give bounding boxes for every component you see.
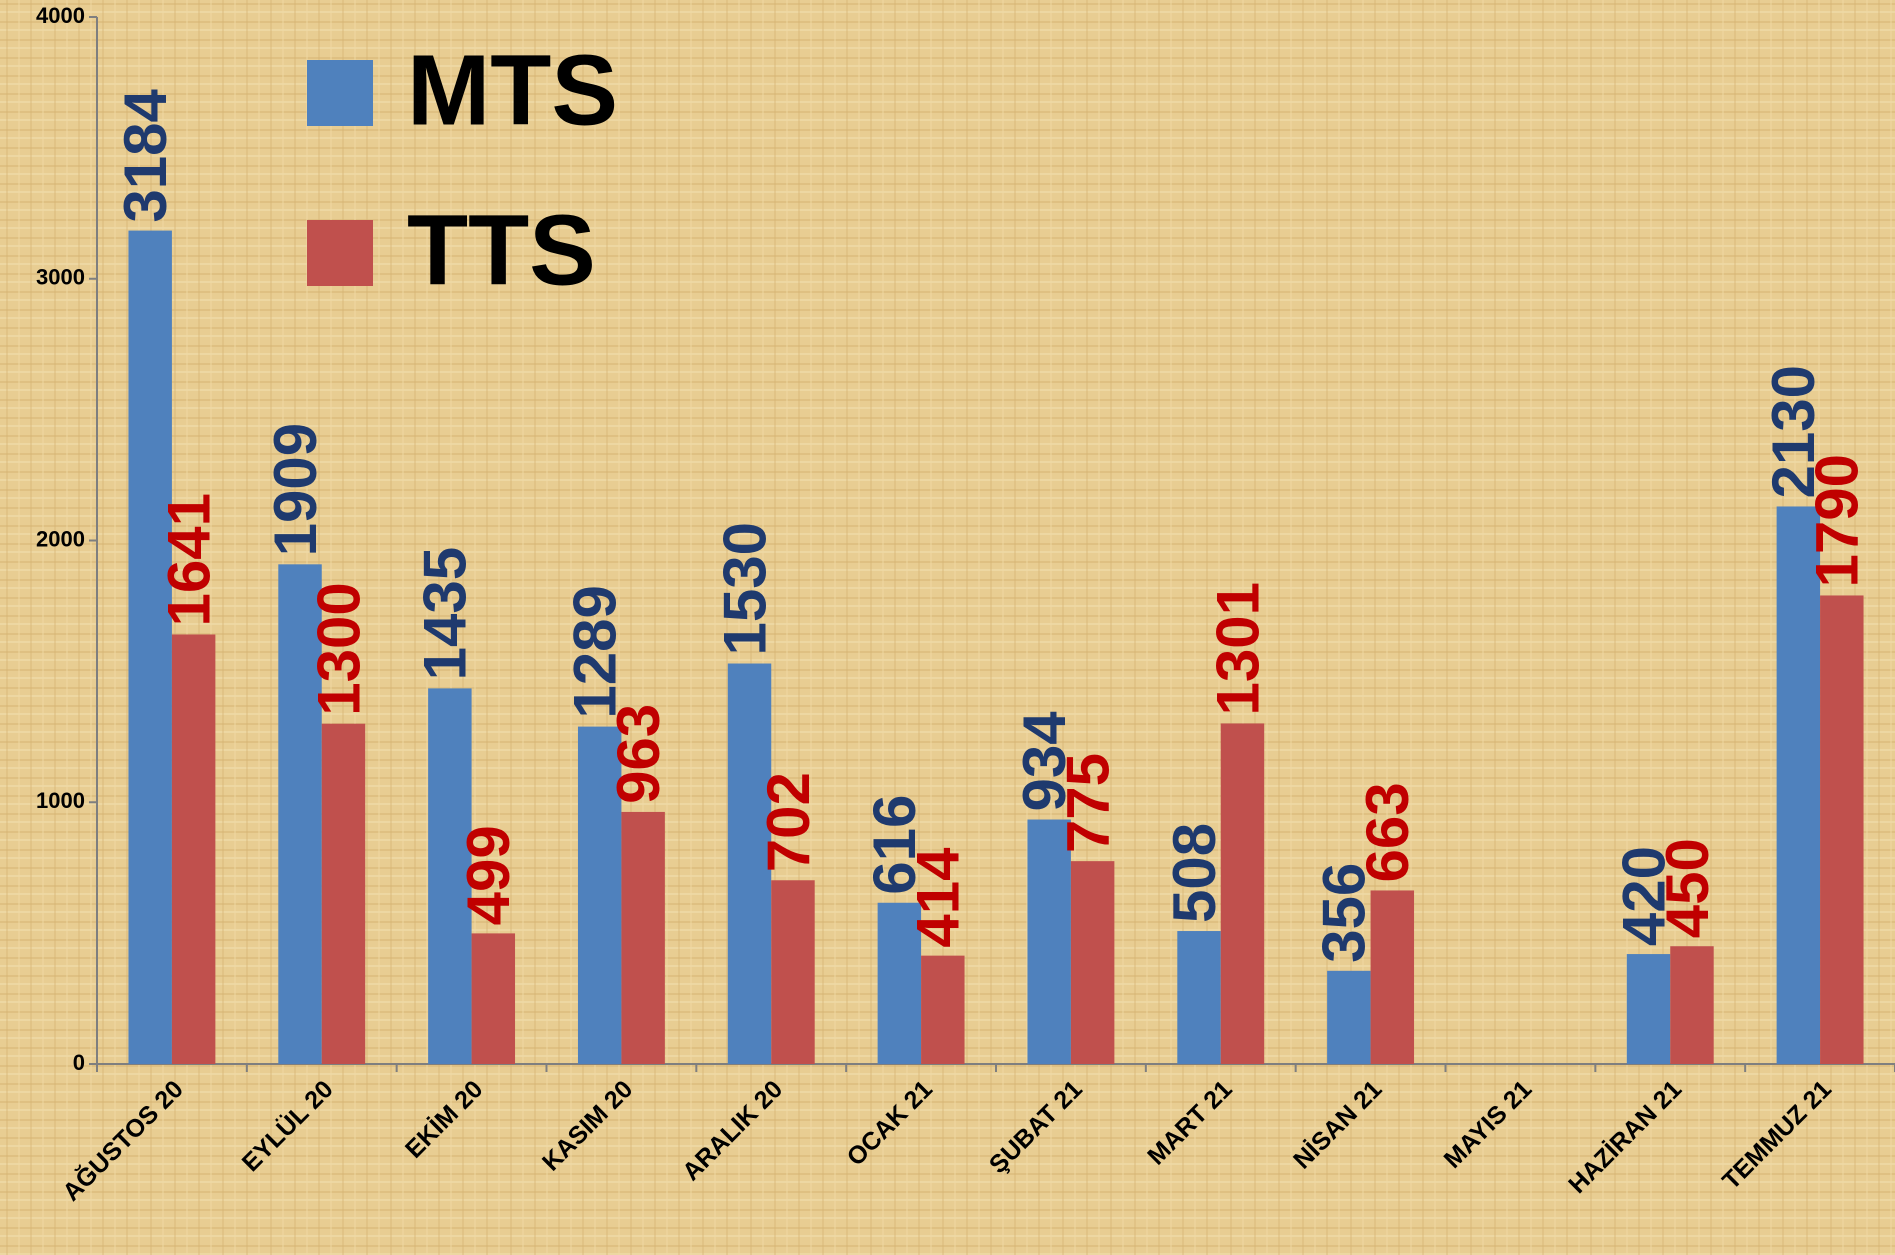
data-label: 1641 xyxy=(155,493,222,626)
data-label: 934 xyxy=(1011,711,1078,812)
bar xyxy=(727,663,772,1064)
bar xyxy=(278,564,322,1064)
y-tick-label: 0 xyxy=(73,1050,85,1075)
bar xyxy=(471,933,516,1064)
bar xyxy=(877,902,922,1064)
data-label: 420 xyxy=(1610,846,1677,946)
legend-label: MTS xyxy=(407,34,618,146)
legend-label: TTS xyxy=(407,194,596,306)
bar xyxy=(921,955,965,1064)
y-tick-label: 3000 xyxy=(36,265,85,290)
bar xyxy=(128,230,172,1064)
data-label: 616 xyxy=(861,795,928,895)
bar xyxy=(1670,946,1714,1064)
data-label: 450 xyxy=(1654,838,1721,938)
bar xyxy=(428,688,472,1064)
y-tick-label: 4000 xyxy=(36,3,85,28)
bar xyxy=(1070,861,1115,1064)
data-label: 1289 xyxy=(562,585,629,718)
data-label: 499 xyxy=(455,825,522,925)
bar xyxy=(1370,890,1415,1064)
data-label: 1909 xyxy=(262,423,329,556)
y-tick-label: 1000 xyxy=(36,788,85,813)
data-label: 2130 xyxy=(1760,365,1827,498)
bar xyxy=(621,811,665,1064)
bar xyxy=(1626,954,1671,1064)
data-label: 1301 xyxy=(1204,582,1271,715)
data-label: 1300 xyxy=(305,582,372,715)
bar xyxy=(1027,819,1071,1064)
data-label: 702 xyxy=(755,772,822,872)
legend-swatch xyxy=(307,60,373,126)
bar xyxy=(771,880,815,1064)
data-label: 1790 xyxy=(1804,454,1871,587)
bar xyxy=(1220,723,1265,1064)
data-label: 1530 xyxy=(711,522,778,655)
legend-swatch xyxy=(307,220,373,286)
data-label: 963 xyxy=(605,704,672,804)
bar xyxy=(1327,970,1371,1064)
bar xyxy=(171,634,216,1064)
bar xyxy=(1776,506,1821,1064)
data-label: 1435 xyxy=(412,547,479,680)
bar xyxy=(1820,595,1864,1064)
data-label: 775 xyxy=(1054,753,1121,853)
bar xyxy=(577,726,622,1064)
bar xyxy=(1177,931,1221,1064)
data-label: 414 xyxy=(905,847,972,948)
bar xyxy=(321,723,366,1064)
data-label: 3184 xyxy=(112,88,179,222)
data-label: 663 xyxy=(1354,782,1421,882)
data-label: 508 xyxy=(1161,823,1228,923)
data-label: 356 xyxy=(1311,863,1378,963)
y-tick-label: 2000 xyxy=(36,526,85,551)
